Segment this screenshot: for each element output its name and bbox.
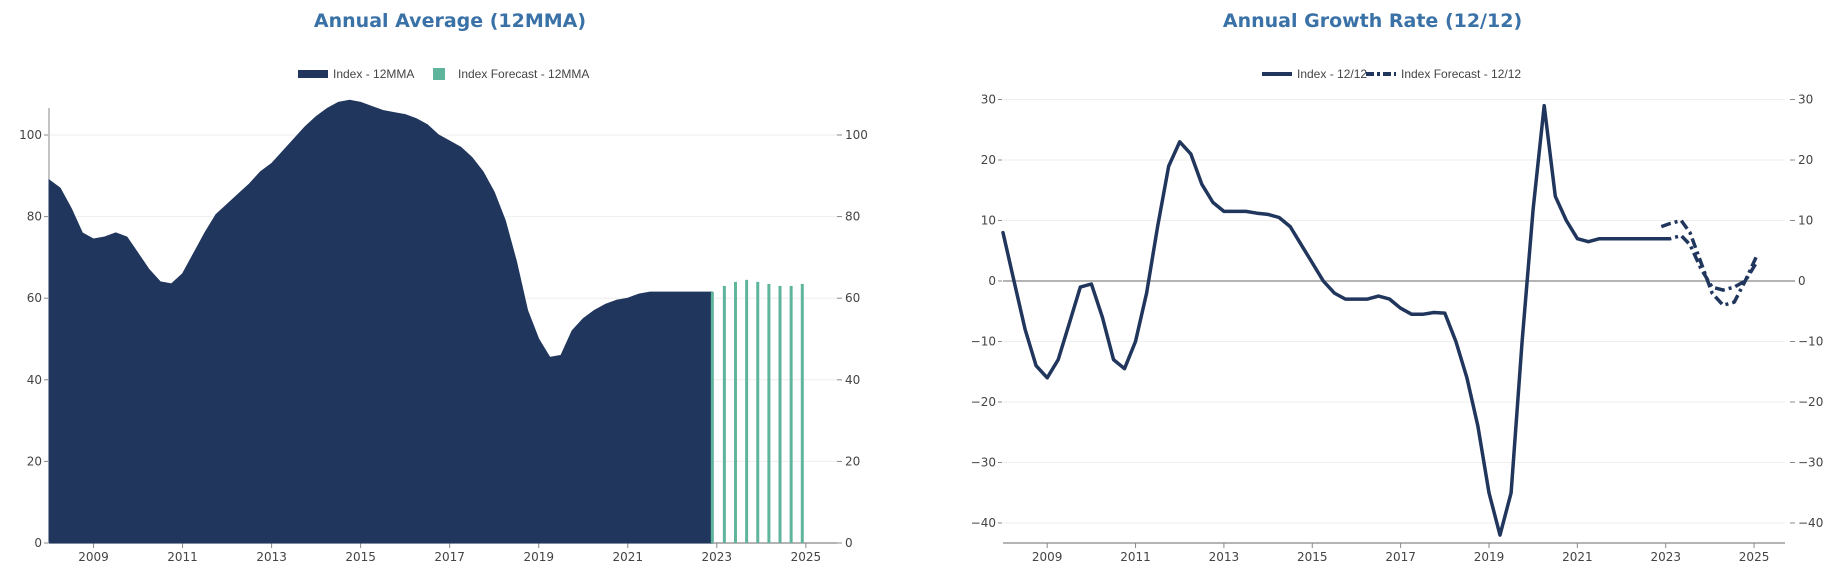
legend-label-index: Index - 12/12 [1297, 67, 1367, 81]
y-tick-label-right: 10 [1798, 214, 1813, 228]
forecast-bar [710, 292, 714, 543]
legend: Index - 12/12 Index Forecast - 12/12 [1262, 67, 1521, 81]
y-tick-label-left: 20 [27, 454, 42, 468]
legend-label-forecast: Index Forecast - 12MMA [458, 67, 589, 81]
y-tick-label-left: 60 [27, 291, 42, 305]
y-tick-label-left: 100 [19, 128, 42, 142]
y-tick-label-left: 30 [981, 93, 996, 107]
y-tick-label-left: −20 [971, 395, 996, 409]
x-tick-label: 2015 [345, 550, 376, 564]
y-tick-label-left: 40 [27, 373, 42, 387]
y-tick-label-right: 30 [1798, 93, 1813, 107]
legend-label-forecast: Index Forecast - 12/12 [1401, 67, 1521, 81]
legend-swatch-forecast [433, 68, 445, 80]
y-tick-label-left: 0 [988, 274, 996, 288]
index-forecast-12-12-line [1661, 233, 1758, 292]
y-tick-label-right: 40 [845, 373, 860, 387]
x-tick-label: 2011 [167, 550, 198, 564]
legend: Index - 12MMA Index Forecast - 12MMA [298, 67, 589, 81]
forecast-bar [756, 281, 760, 543]
x-tick-label: 2019 [1474, 550, 1505, 564]
x-tick-label: 2021 [1562, 550, 1593, 564]
y-tick-label-right: 20 [1798, 153, 1813, 167]
x-tick-label: 2009 [78, 550, 109, 564]
x-tick-label: 2023 [1650, 550, 1681, 564]
y-tick-label-right: 0 [845, 536, 853, 550]
annual-growth-chart: −40 −40 −30 −30 −20 −20 −10 −10 0 0 10 10 20 20 30 30 20… [971, 67, 1824, 564]
y-tick-label-right: 80 [845, 210, 860, 224]
x-tick-label: 2025 [791, 550, 822, 564]
forecast-bar [767, 283, 771, 543]
y-tick-label-right: 60 [845, 291, 860, 305]
legend-label-index: Index - 12MMA [333, 67, 414, 81]
y-tick-label-left: 10 [981, 214, 996, 228]
annual-growth-chart-panel: Annual Growth Rate (12/12) −40 −40 −30 −30−… [900, 0, 1845, 577]
x-tick-label: 2021 [612, 550, 643, 564]
y-tick-label-left: −30 [971, 456, 996, 470]
x-tick-label: 2023 [702, 550, 733, 564]
y-tick-label-left: 20 [981, 153, 996, 167]
y-tick-label-right: −20 [1798, 395, 1823, 409]
x-tick-label: 2009 [1032, 550, 1063, 564]
forecast-bar [778, 285, 782, 543]
y-tick-label-left: 0 [34, 536, 42, 550]
x-tick-label: 2013 [1209, 550, 1240, 564]
forecast-bar [789, 285, 793, 543]
y-tick-label-right: 20 [845, 454, 860, 468]
y-tick-label-right: −30 [1798, 456, 1823, 470]
x-tick-label: 2011 [1120, 550, 1151, 564]
forecast-bar [733, 281, 737, 543]
chart-title-annual-growth: Annual Growth Rate (12/12) [1222, 10, 1523, 32]
legend-swatch-index [298, 70, 328, 78]
y-tick-label-right: 0 [1798, 274, 1806, 288]
forecast-bar [722, 285, 726, 543]
x-tick-label: 2013 [256, 550, 287, 564]
chart-title-annual-average: Annual Average (12MMA) [313, 10, 587, 32]
y-tick-label-right: 100 [845, 128, 868, 142]
index-forecast-12-12-line [1660, 218, 1758, 307]
forecast-bar [745, 279, 749, 543]
x-tick-label: 2015 [1297, 550, 1328, 564]
x-tick-label: 2017 [1385, 550, 1416, 564]
y-tick-label-right: −10 [1798, 335, 1823, 349]
annual-average-chart-panel: Annual Average (12MMA) 0 0 20 20 40 40 60 60 80 8… [0, 0, 900, 577]
y-tick-label-left: −10 [971, 335, 996, 349]
x-tick-label: 2017 [434, 550, 465, 564]
x-tick-label: 2019 [523, 550, 554, 564]
forecast-bar [800, 283, 804, 543]
index-12-12-line [1001, 103, 1664, 537]
y-tick-label-left: −40 [971, 516, 996, 530]
x-tick-label: 2025 [1739, 550, 1770, 564]
y-tick-label-left: 80 [27, 210, 42, 224]
y-tick-label-right: −40 [1798, 516, 1823, 530]
annual-average-chart: 0 0 20 20 40 40 60 60 80 80 100 100 2009 2011 2013 2015… [19, 67, 868, 564]
index-12mma-area [48, 99, 713, 544]
